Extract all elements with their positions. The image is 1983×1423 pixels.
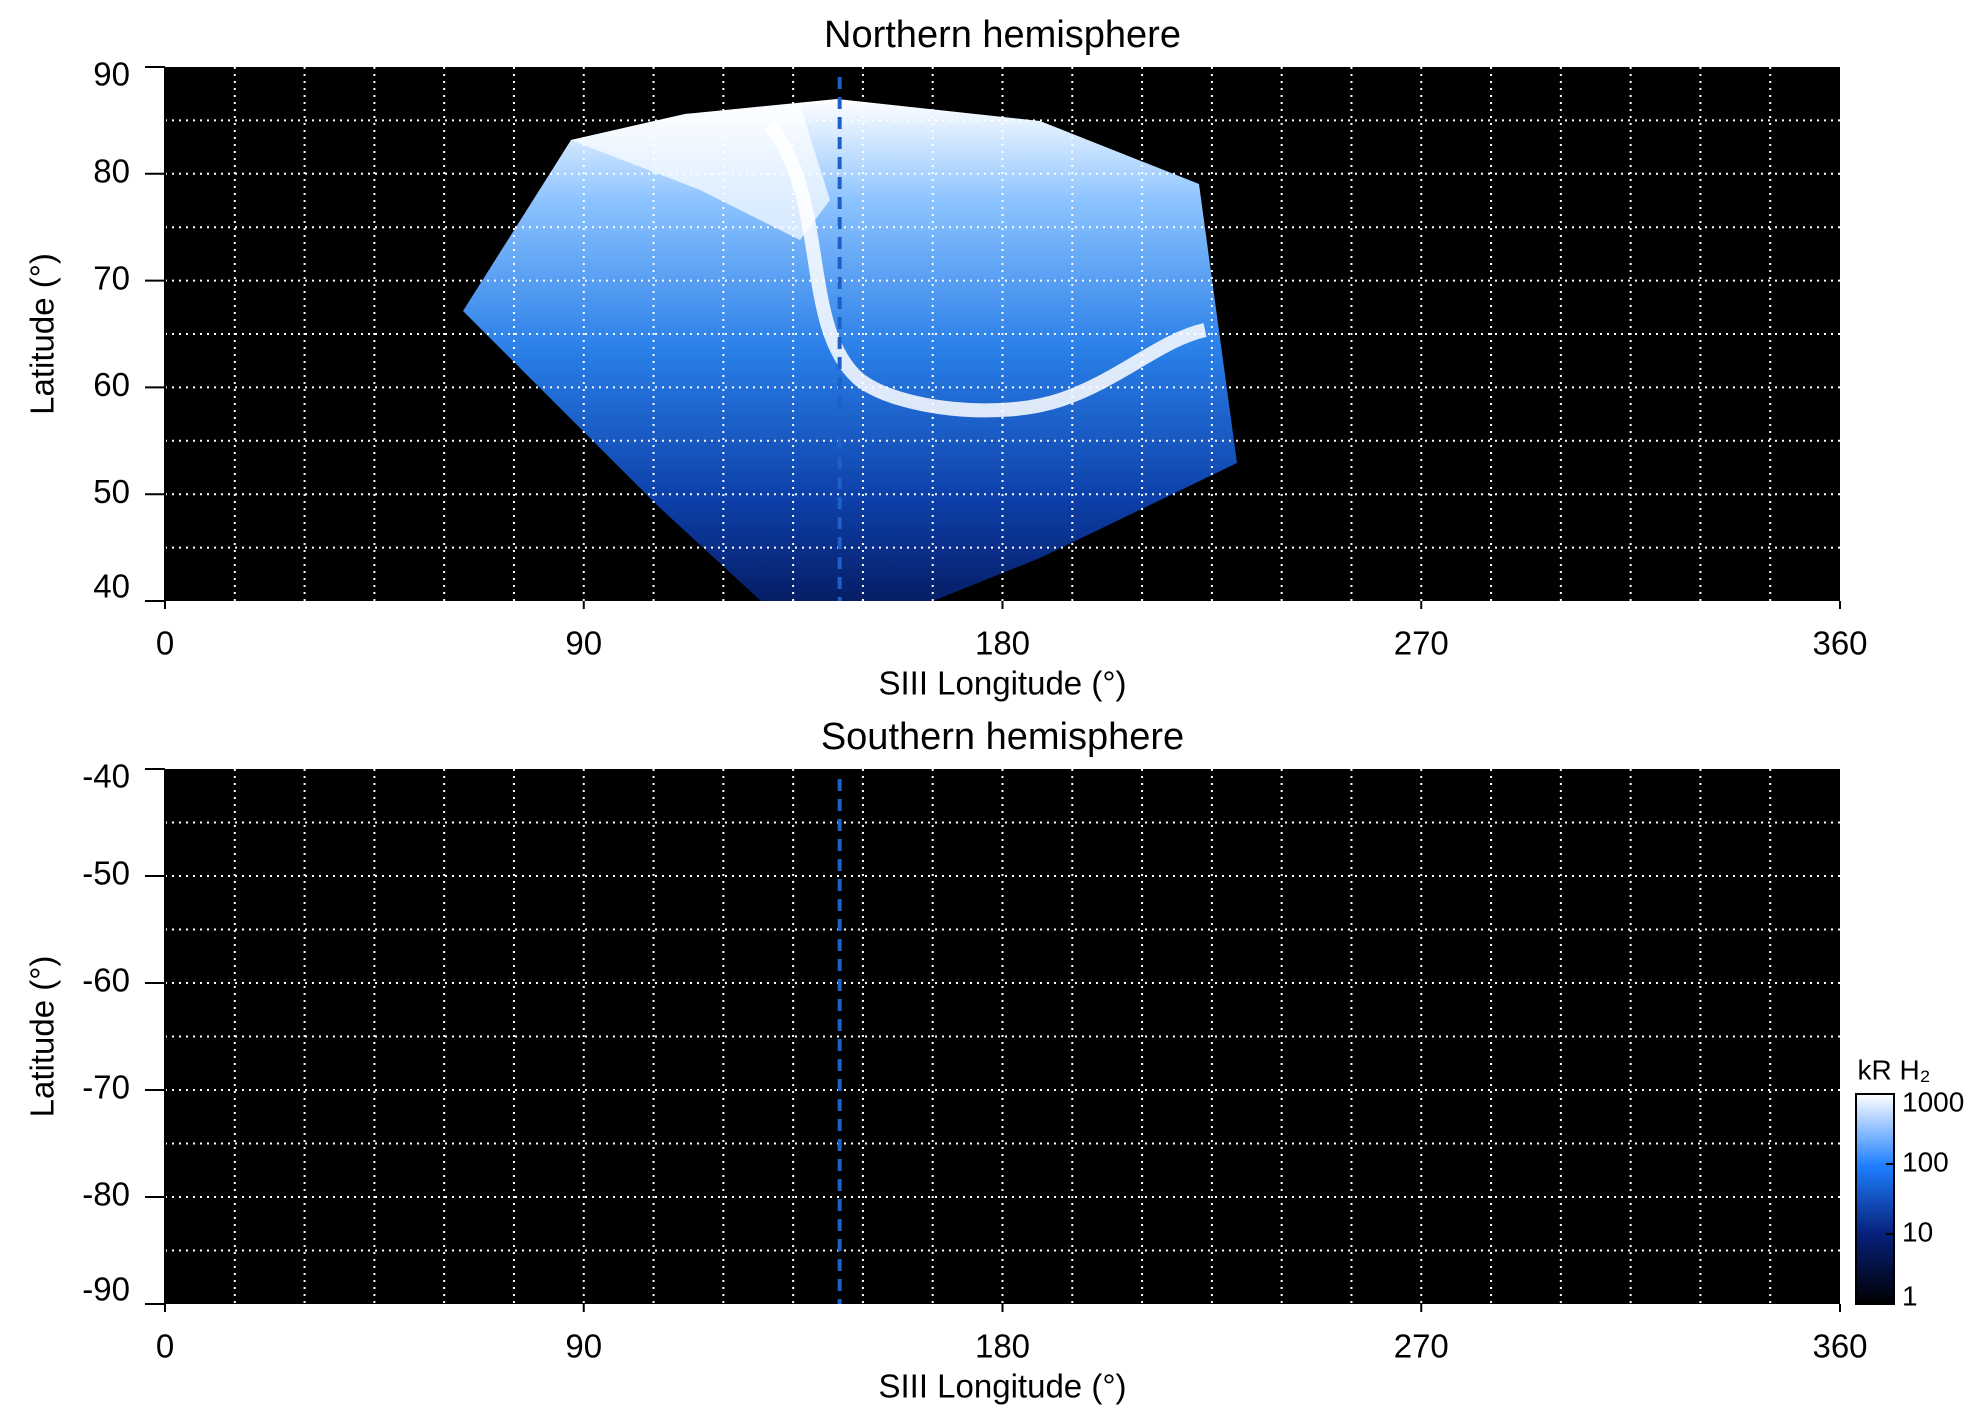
y-tick-label: -70 — [82, 1069, 130, 1106]
x-axis-label: SIII Longitude (°) — [879, 665, 1127, 702]
aurora-emission — [463, 99, 1237, 601]
x-tick-label: 90 — [565, 625, 602, 662]
colorbar-tick-label: 1 — [1902, 1280, 1918, 1311]
colorbar: kR H₂ 1 10 100 1000 — [1855, 1054, 1964, 1311]
aurora-oval — [764, 120, 1207, 418]
x-tick-label: 180 — [975, 1328, 1030, 1365]
y-tick-label: 60 — [93, 366, 130, 403]
y-tick-label: 90 — [93, 56, 130, 93]
x-tick-label: 0 — [156, 1328, 174, 1365]
y-tick-label: 50 — [93, 473, 130, 510]
x-tick-label: 0 — [156, 625, 174, 662]
x-tick-label: 360 — [1812, 625, 1867, 662]
colorbar-label: kR H₂ — [1857, 1054, 1930, 1085]
aurora-bright — [571, 105, 830, 240]
x-tick-label: 360 — [1812, 1328, 1867, 1365]
y-tick-label: -60 — [82, 962, 130, 999]
panel-north: 0 90 180 270 360 40 50 60 70 80 90 Northern hemisph… — [24, 14, 1868, 702]
x-axis-label: SIII Longitude (°) — [879, 1368, 1127, 1405]
y-tick-label: -90 — [82, 1271, 130, 1308]
x-tick-label: 270 — [1394, 625, 1449, 662]
colorbar-tick-label: 10 — [1902, 1216, 1933, 1247]
chart-title: Southern hemisphere — [821, 716, 1184, 758]
y-tick-label: 80 — [93, 153, 130, 190]
panel-south: 0 90 180 270 360 -90 -80 -70 -60 -50 -40 Southern h… — [24, 716, 1965, 1405]
y-tick-label: 70 — [93, 259, 130, 296]
y-tick-label: 40 — [93, 568, 130, 605]
chart-title: Northern hemisphere — [824, 14, 1181, 56]
y-tick-label: -80 — [82, 1176, 130, 1213]
colorbar-tick-label: 100 — [1902, 1146, 1949, 1177]
x-tick-label: 180 — [975, 625, 1030, 662]
y-tick-label: -40 — [82, 758, 130, 795]
y-axis-label: Latitude (°) — [24, 253, 61, 415]
x-tick-label: 90 — [565, 1328, 602, 1365]
x-tick-label: 270 — [1394, 1328, 1449, 1365]
y-tick-label: -50 — [82, 855, 130, 892]
y-axis-label: Latitude (°) — [24, 956, 61, 1118]
colorbar-tick-label: 1000 — [1902, 1086, 1964, 1117]
colorbar-scale — [1855, 1093, 1895, 1305]
